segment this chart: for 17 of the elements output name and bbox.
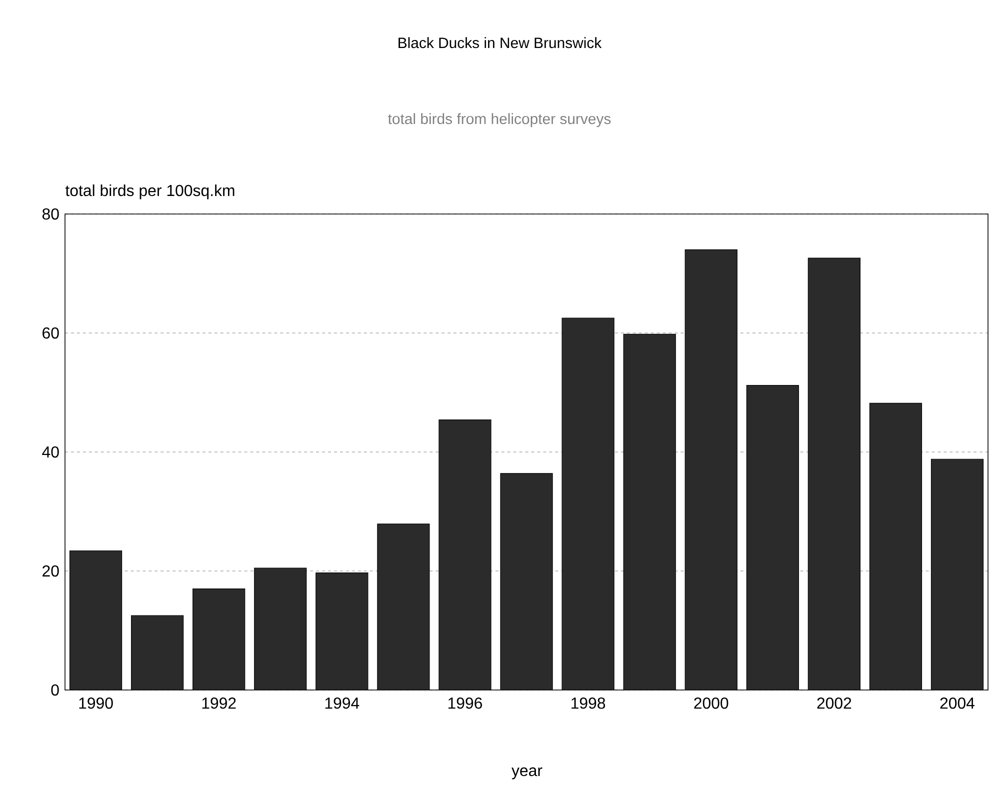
x-tick-label: 1996 — [448, 698, 482, 709]
y-tick-label: 80 — [42, 208, 59, 220]
y-axis-title: total birds per 100sq.km — [65, 184, 234, 200]
x-tick-label: 1990 — [79, 698, 113, 709]
x-tick-label: 1992 — [202, 698, 236, 709]
chart-title: Black Ducks in New Brunswick — [398, 37, 602, 48]
x-tick-label: 2002 — [817, 698, 852, 709]
y-tick-label: 0 — [51, 684, 59, 696]
y-tick-label: 20 — [42, 565, 59, 577]
x-tick-label: 1994 — [325, 698, 360, 709]
x-axis-title: year — [512, 767, 542, 780]
x-tick-label: 1998 — [572, 698, 606, 709]
y-tick-label: 60 — [42, 327, 59, 339]
x-tick-label: 2004 — [940, 698, 974, 709]
chart-subtitle: total birds from helicopter surveys — [388, 113, 611, 128]
x-tick-label: 2000 — [694, 698, 728, 709]
y-tick-label: 40 — [42, 446, 59, 458]
